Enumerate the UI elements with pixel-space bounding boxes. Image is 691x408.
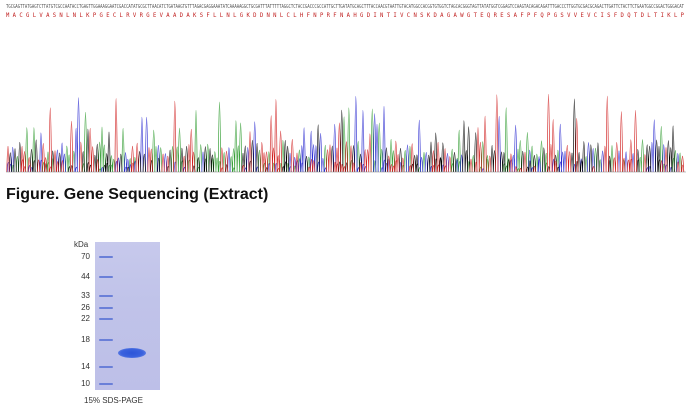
marker-band [99,383,113,385]
ladder-label: 26 [81,303,90,312]
ladder-label: 33 [81,291,90,300]
figure-caption: Figure. Gene Sequencing (Extract) [6,186,269,203]
gel-image [95,242,160,390]
gel-caption: 15% SDS-PAGE [84,396,143,405]
ladder-label: 22 [81,314,90,323]
marker-lane [99,242,113,390]
marker-band [99,276,113,278]
marker-band [99,318,113,320]
marker-band [99,295,113,297]
trace-t [6,94,685,173]
ladder-label: 10 [81,379,90,388]
chromatogram-traces [6,94,686,173]
marker-band [99,339,113,341]
protein-band [118,348,146,358]
marker-band [99,366,113,368]
base-calls: TGCGAGTTATGAGTCTTATGTCGCCAATACCTGAGTTGGA… [6,4,684,10]
sds-page-gel-figure: kDa 70 44 33 26 22 18 14 10 15% SDS-PAGE [62,238,162,408]
trace-g [8,98,675,173]
ladder-label: 18 [81,335,90,344]
marker-band [99,307,113,309]
kda-unit-label: kDa [74,240,89,249]
marker-band [99,256,113,258]
trace-c [6,96,680,173]
amino-acid-sequence: M A C G L V A S N L N L K P G E C L R V … [6,12,684,19]
base-calls-row: TGCGAGTTATGAGTCTTATGTCGCCAATACCTGAGTTGGA… [6,4,684,10]
ladder-label: 44 [81,272,90,281]
ladder-label: 14 [81,362,90,371]
ladder-label: 70 [81,252,90,261]
sequence-chromatogram: TGCGAGTTATGAGTCTTATGTCGCCAATACCTGAGTTGGA… [6,4,686,173]
